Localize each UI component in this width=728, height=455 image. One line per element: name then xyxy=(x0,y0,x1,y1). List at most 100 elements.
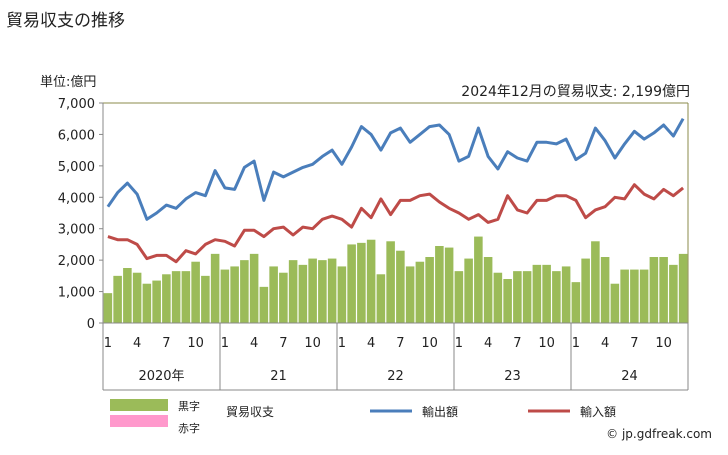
bar-surplus xyxy=(561,266,571,323)
y-tick-label: 4,000 xyxy=(58,191,95,206)
month-tick-label: 10 xyxy=(538,336,555,351)
bar-surplus xyxy=(230,266,239,323)
month-tick-label: 4 xyxy=(250,336,258,351)
credit: © jp.gdfreak.com xyxy=(606,427,712,441)
bar-surplus xyxy=(288,260,298,323)
month-tick-label: 7 xyxy=(630,336,638,351)
month-tick-label: 10 xyxy=(187,336,204,351)
month-tick-label: 10 xyxy=(655,336,672,351)
bar-surplus xyxy=(454,271,464,323)
year-label: 22 xyxy=(387,369,404,384)
bar-surplus xyxy=(396,250,405,323)
month-tick-label: 7 xyxy=(396,336,404,351)
bar-surplus xyxy=(620,269,629,323)
year-label: 2020年 xyxy=(138,369,184,384)
bar-surplus xyxy=(249,253,259,323)
month-tick-label: 7 xyxy=(162,336,170,351)
bar-surplus xyxy=(113,275,122,323)
bar-surplus xyxy=(669,264,678,323)
legend-deficit-swatch xyxy=(110,415,168,427)
unit-label: 単位:億円 xyxy=(40,74,96,90)
bar-surplus xyxy=(162,274,171,323)
year-label: 23 xyxy=(504,369,521,384)
month-tick-label: 4 xyxy=(601,336,609,351)
bar-surplus xyxy=(678,253,688,323)
bar-surplus xyxy=(103,293,113,323)
bar-surplus xyxy=(610,283,620,323)
y-tick-label: 5,000 xyxy=(58,160,95,175)
bar-surplus xyxy=(630,269,639,323)
bar-surplus xyxy=(308,258,317,323)
bar-surplus xyxy=(649,257,659,323)
line-exports xyxy=(106,117,685,221)
bar-surplus xyxy=(240,260,249,323)
legend-export-label: 輸出額 xyxy=(422,404,458,419)
month-tick-label: 1 xyxy=(455,336,463,351)
bar-surplus xyxy=(123,268,132,323)
bar-surplus xyxy=(581,258,590,323)
bar-surplus xyxy=(279,272,288,323)
bar-surplus xyxy=(386,241,395,323)
month-tick-label: 7 xyxy=(279,336,287,351)
bar-surplus xyxy=(318,260,327,323)
month-tick-label: 7 xyxy=(513,336,521,351)
bar-surplus xyxy=(366,239,376,323)
y-tick-label: 2,000 xyxy=(58,254,95,269)
bar-surplus xyxy=(493,272,503,323)
year-label: 24 xyxy=(621,369,638,384)
month-tick-label: 10 xyxy=(304,336,321,351)
bar-surplus xyxy=(181,271,191,323)
bar-surplus xyxy=(191,261,200,323)
bar-surplus xyxy=(298,264,308,323)
bar-surplus xyxy=(522,271,532,323)
bar-surplus xyxy=(639,269,649,323)
bar-surplus xyxy=(415,261,425,323)
bar-surplus xyxy=(132,272,142,323)
bar-surplus xyxy=(542,264,551,323)
bar-surplus xyxy=(405,266,415,323)
bar-surplus xyxy=(474,236,483,323)
bar-surplus xyxy=(210,253,220,323)
bar-surplus xyxy=(503,279,512,323)
month-tick-label: 1 xyxy=(104,336,112,351)
bar-surplus xyxy=(483,257,493,323)
legend-bar-label: 貿易収支 xyxy=(226,405,274,419)
bar-surplus xyxy=(571,282,581,323)
legend-import-label: 輸入額 xyxy=(580,404,616,419)
bar-surplus xyxy=(152,280,161,323)
year-label: 21 xyxy=(270,369,287,384)
annotation: 2024年12月の貿易収支: 2,199億円 xyxy=(461,84,690,100)
bar-surplus xyxy=(600,257,610,323)
bar-surplus xyxy=(464,258,473,323)
chart-title: 貿易収支の推移 xyxy=(6,11,125,31)
y-tick-label: 6,000 xyxy=(58,128,95,143)
legend-surplus-label: 黒字 xyxy=(178,399,200,413)
month-tick-label: 1 xyxy=(572,336,580,351)
bar-surplus xyxy=(269,266,278,323)
y-tick-label: 3,000 xyxy=(58,223,95,238)
bar-surplus xyxy=(425,257,434,323)
bar-surplus xyxy=(513,271,522,323)
month-tick-label: 4 xyxy=(484,336,492,351)
bar-surplus xyxy=(327,258,337,323)
bar-surplus xyxy=(337,266,347,323)
month-tick-label: 1 xyxy=(338,336,346,351)
bar-surplus xyxy=(357,242,366,323)
y-tick-label: 1,000 xyxy=(58,286,95,301)
bar-surplus xyxy=(591,241,600,323)
bar-surplus xyxy=(142,283,152,323)
month-tick-label: 1 xyxy=(221,336,229,351)
bar-surplus xyxy=(444,247,454,323)
y-tick-label: 7,000 xyxy=(58,97,95,112)
bar-surplus xyxy=(532,264,542,323)
bar-surplus xyxy=(171,271,181,323)
bar-surplus xyxy=(220,269,230,323)
y-tick-label: 0 xyxy=(87,317,95,332)
bar-surplus xyxy=(201,275,210,323)
legend-surplus-swatch xyxy=(110,399,168,411)
month-tick-label: 4 xyxy=(133,336,141,351)
bar-surplus xyxy=(347,244,356,323)
line-imports xyxy=(107,183,685,264)
